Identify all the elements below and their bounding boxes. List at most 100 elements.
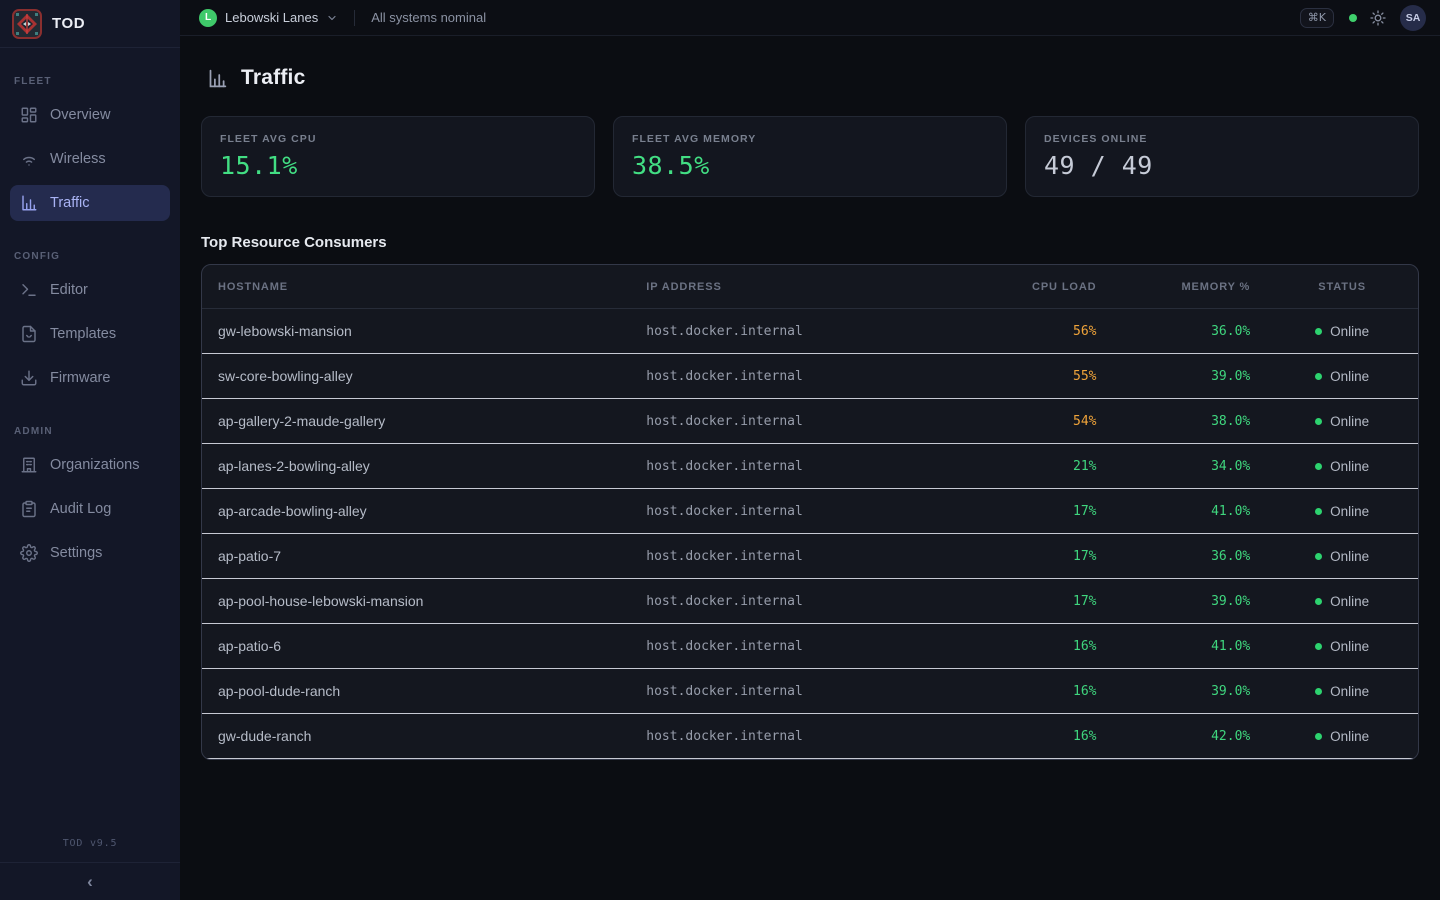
- ip-address-cell: host.docker.internal: [646, 728, 803, 744]
- command-palette-shortcut[interactable]: ⌘K: [1299, 7, 1334, 28]
- sidebar-item-settings[interactable]: Settings: [10, 535, 170, 571]
- online-status-dot: [1315, 642, 1323, 650]
- stat-card-fleet-avg-memory: FLEET AVG MEMORY 38.5%: [613, 116, 1007, 197]
- sidebar-item-audit-log[interactable]: Audit Log: [10, 491, 170, 527]
- ip-address-cell: host.docker.internal: [646, 638, 803, 654]
- sidebar-item-firmware[interactable]: Firmware: [10, 360, 170, 396]
- hostname-cell: ap-pool-dude-ranch: [218, 683, 341, 699]
- sidebar-nav: FLEET Overview Wireless Traffic CONFIG Editor…: [0, 48, 180, 838]
- main-area: L Lebowski Lanes All systems nominal ⌘K: [180, 0, 1440, 900]
- hostname-cell: gw-lebowski-mansion: [218, 323, 352, 339]
- column-header-cpu-load: CPU LOAD: [1032, 280, 1097, 293]
- status-cell: Online: [1266, 549, 1418, 564]
- sidebar-item-traffic[interactable]: Traffic: [10, 185, 170, 221]
- status-label: Online: [1330, 413, 1370, 429]
- ip-address-cell: host.docker.internal: [646, 683, 803, 699]
- sidebar-item-editor[interactable]: Editor: [10, 272, 170, 308]
- table-body: gw-lebowski-mansion host.docker.internal 5…: [202, 309, 1418, 759]
- stat-label: DEVICES ONLINE: [1044, 133, 1148, 145]
- health-status-dot: [1349, 13, 1357, 22]
- clipboard-icon: [20, 500, 38, 518]
- stat-label: FLEET AVG MEMORY: [632, 133, 757, 145]
- chevron-down-icon: [326, 12, 338, 24]
- table-row-gw-lebowski-mansion[interactable]: gw-lebowski-mansion host.docker.internal 5…: [202, 309, 1418, 354]
- table-row-ap-arcade-bowling-alley[interactable]: ap-arcade-bowling-alley host.docker.inter…: [202, 489, 1418, 534]
- table-row-ap-pool-house-lebowski-mansion[interactable]: ap-pool-house-lebowski-mansion host.docke…: [202, 579, 1418, 624]
- wifi-icon: [20, 150, 38, 168]
- sidebar-item-label: Overview: [50, 107, 111, 123]
- column-header-memory-: MEMORY %: [1181, 280, 1251, 293]
- memory-cell: 36.0%: [1211, 323, 1251, 339]
- status-cell: Online: [1266, 414, 1418, 429]
- table-row-ap-lanes-2-bowling-alley[interactable]: ap-lanes-2-bowling-alley host.docker.inte…: [202, 444, 1418, 489]
- stat-value: 49 / 49: [1044, 151, 1153, 180]
- sidebar-item-label: Templates: [50, 326, 117, 342]
- cpu-load-cell: 16%: [1073, 638, 1097, 654]
- table-header-row: HOSTNAME IP ADDRESS CPU LOAD MEMORY % STATUS: [202, 265, 1418, 309]
- table-row-ap-pool-dude-ranch[interactable]: ap-pool-dude-ranch host.docker.internal 16…: [202, 669, 1418, 714]
- online-status-dot: [1315, 552, 1323, 560]
- memory-cell: 39.0%: [1211, 368, 1251, 384]
- table-row-ap-gallery-2-maude-gallery[interactable]: ap-gallery-2-maude-gallery host.docker.in…: [202, 399, 1418, 444]
- cpu-load-cell: 55%: [1073, 368, 1097, 384]
- table-row-ap-patio-6[interactable]: ap-patio-6 host.docker.internal 16% 41.0% On…: [202, 624, 1418, 669]
- user-avatar[interactable]: SA: [1400, 4, 1426, 31]
- table-row-gw-dude-ranch[interactable]: gw-dude-ranch host.docker.internal 16% 42.0…: [202, 714, 1418, 759]
- status-cell: Online: [1266, 594, 1418, 609]
- cpu-load-cell: 16%: [1073, 728, 1097, 744]
- file-code-icon: [20, 325, 38, 343]
- sidebar-item-templates[interactable]: Templates: [10, 316, 170, 352]
- sidebar-item-label: Wireless: [50, 151, 106, 167]
- online-status-dot: [1315, 462, 1323, 470]
- status-cell: Online: [1266, 684, 1418, 699]
- cpu-load-cell: 56%: [1073, 323, 1097, 339]
- status-label: Online: [1330, 593, 1370, 609]
- online-status-dot: [1315, 597, 1323, 605]
- tod-logo-icon: [12, 8, 42, 39]
- page-title: Traffic: [241, 66, 306, 89]
- status-label: Online: [1330, 728, 1370, 744]
- sidebar-collapse-button[interactable]: ‹: [0, 862, 180, 900]
- ip-address-cell: host.docker.internal: [646, 458, 803, 474]
- sidebar-item-wireless[interactable]: Wireless: [10, 141, 170, 177]
- bar-chart-icon: [20, 194, 38, 212]
- stat-label: FLEET AVG CPU: [220, 133, 317, 145]
- memory-cell: 41.0%: [1211, 638, 1251, 654]
- sidebar-header: TOD: [0, 0, 180, 48]
- building-icon: [20, 456, 38, 474]
- online-status-dot: [1315, 687, 1323, 695]
- hostname-cell: ap-lanes-2-bowling-alley: [218, 458, 370, 474]
- sidebar-item-overview[interactable]: Overview: [10, 97, 170, 133]
- stat-cards: FLEET AVG CPU 15.1% FLEET AVG MEMORY 38.5% D…: [201, 116, 1419, 197]
- stat-card-fleet-avg-cpu: FLEET AVG CPU 15.1%: [201, 116, 595, 197]
- status-label: Online: [1330, 638, 1370, 654]
- online-status-dot: [1315, 327, 1323, 335]
- sidebar-item-organizations[interactable]: Organizations: [10, 447, 170, 483]
- status-cell: Online: [1266, 459, 1418, 474]
- table-section-title: Top Resource Consumers: [201, 234, 387, 251]
- terminal-icon: [20, 281, 38, 299]
- table-row-ap-patio-7[interactable]: ap-patio-7 host.docker.internal 17% 36.0% On…: [202, 534, 1418, 579]
- sidebar-item-label: Traffic: [50, 195, 90, 211]
- stat-card-devices-online: DEVICES ONLINE 49 / 49: [1025, 116, 1419, 197]
- table-row-sw-core-bowling-alley[interactable]: sw-core-bowling-alley host.docker.interna…: [202, 354, 1418, 399]
- stat-value: 15.1%: [220, 151, 298, 180]
- status-cell: Online: [1266, 504, 1418, 519]
- sun-icon: [1370, 9, 1386, 26]
- hostname-cell: ap-patio-7: [218, 548, 282, 564]
- stat-value: 38.5%: [632, 151, 710, 180]
- hostname-cell: sw-core-bowling-alley: [218, 368, 353, 384]
- theme-toggle-button[interactable]: [1370, 9, 1386, 26]
- top-consumers-table: HOSTNAME IP ADDRESS CPU LOAD MEMORY % STATUS…: [201, 264, 1419, 760]
- cpu-load-cell: 54%: [1073, 413, 1097, 429]
- status-cell: Online: [1266, 729, 1418, 744]
- memory-cell: 39.0%: [1211, 683, 1251, 699]
- grid-icon: [20, 106, 38, 124]
- topbar-divider: [354, 9, 356, 26]
- memory-cell: 41.0%: [1211, 503, 1251, 519]
- status-label: Online: [1330, 503, 1370, 519]
- ip-address-cell: host.docker.internal: [646, 368, 803, 384]
- org-switcher[interactable]: L Lebowski Lanes: [199, 8, 338, 27]
- ip-address-cell: host.docker.internal: [646, 323, 803, 339]
- hostname-cell: gw-dude-ranch: [218, 728, 312, 744]
